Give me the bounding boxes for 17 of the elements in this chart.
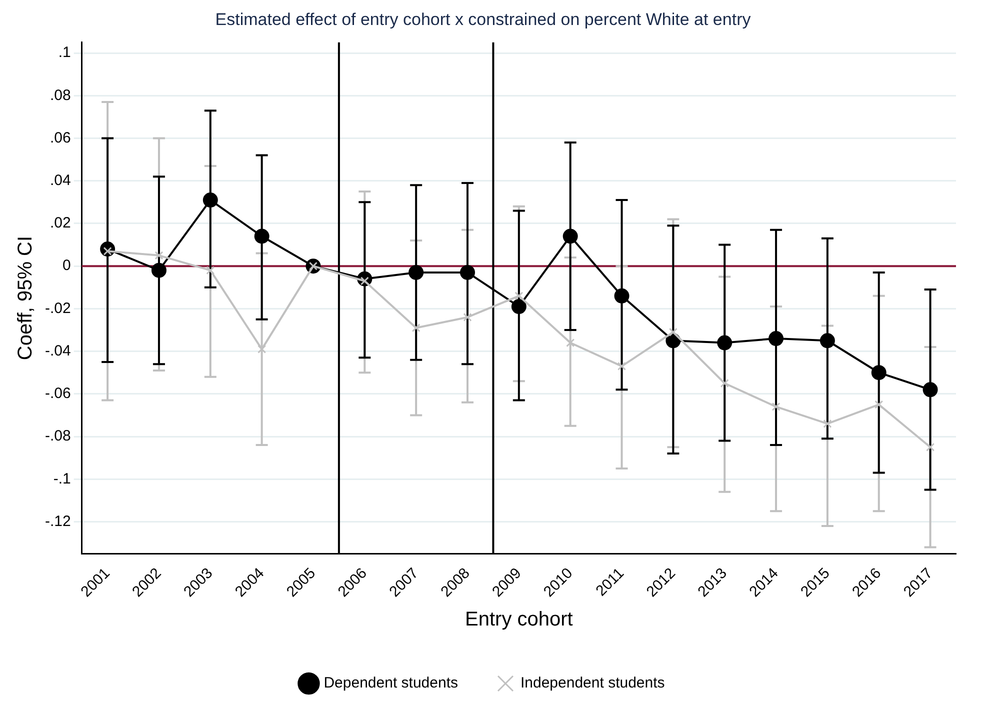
y-tick-label: 0 bbox=[62, 257, 71, 274]
y-tick-label: .02 bbox=[50, 214, 71, 232]
chart-title: Estimated effect of entry cohort x constrained on percent White at entry bbox=[215, 10, 752, 29]
y-tick-label: .06 bbox=[50, 129, 71, 146]
y-tick-label: -.1 bbox=[53, 470, 71, 488]
y-tick-label: .08 bbox=[50, 86, 71, 104]
y-tick-label: -.08 bbox=[44, 428, 71, 445]
y-axis-title: Coeff, 95% CI bbox=[14, 236, 37, 360]
y-tick-label: -.06 bbox=[44, 385, 71, 402]
y-tick-label: -.12 bbox=[44, 512, 71, 530]
legend-label: Independent students bbox=[520, 674, 665, 692]
y-tick-label: .04 bbox=[50, 172, 71, 190]
y-tick-label: -.04 bbox=[44, 342, 71, 360]
x-axis-title: Entry cohort bbox=[465, 608, 574, 631]
legend-label: Dependent students bbox=[324, 674, 458, 692]
y-tick-label: .1 bbox=[58, 44, 71, 62]
y-tick-label: -.02 bbox=[44, 300, 71, 317]
